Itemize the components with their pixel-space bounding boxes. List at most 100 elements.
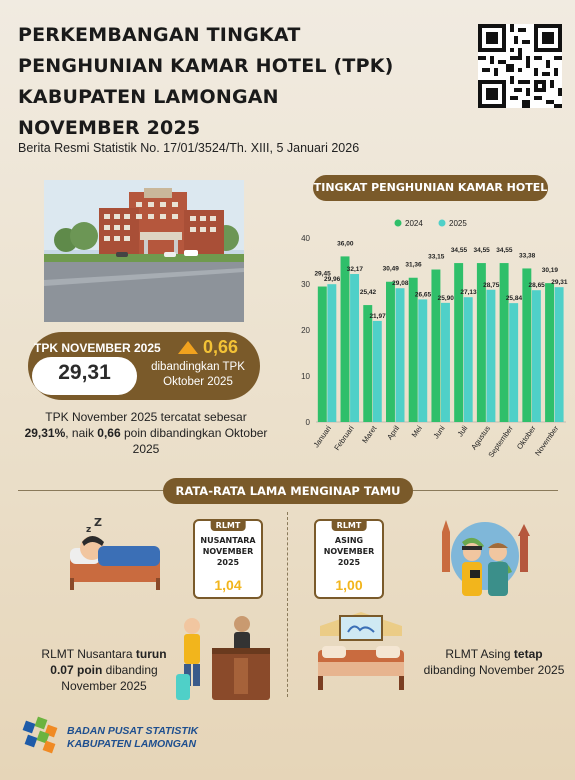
sleeping-guest-illustration: z Z — [70, 518, 160, 590]
rlmt-asing-value: 1,00 — [335, 577, 363, 593]
data-label-2025-Maret: 21,97 — [369, 313, 386, 320]
data-label-2024-Agustus: 34,55 — [474, 247, 491, 254]
bar-2024-Agustus — [476, 263, 486, 422]
legend-label-2024: 2024 — [405, 219, 423, 228]
qr-code[interactable] — [478, 24, 562, 108]
title-line-3: KABUPATEN LAMONGAN — [18, 86, 279, 108]
data-label-2024-Februari: 36,00 — [337, 240, 354, 247]
svg-text:z: z — [86, 525, 91, 535]
data-label-2024-Mei: 31,36 — [405, 262, 422, 269]
data-label-2025-Mei: 26,65 — [415, 291, 432, 298]
x-tick-label-Januari: Januari — [312, 424, 334, 450]
data-label-2025-September: 25,84 — [506, 295, 523, 302]
legend-label-2025: 2025 — [449, 219, 467, 228]
data-label-2025-Februari: 32,17 — [347, 266, 364, 273]
rlmt-asing-card: RLMT ASING NOVEMBER 2025 1,00 — [314, 519, 384, 599]
bps-org-line-2: KABUPATEN LAMONGAN — [67, 738, 197, 750]
legend-marker-2024 — [394, 219, 402, 227]
data-label-2025-Januari: 29,96 — [324, 276, 341, 283]
bar-2024-Februari — [340, 256, 350, 422]
chart-title: TINGKAT PENGHUNIAN KAMAR HOTEL — [313, 175, 548, 201]
vertical-divider — [287, 512, 288, 697]
data-label-2024-April: 30,49 — [383, 266, 400, 273]
rlmt-nus-desc-change: 0.07 poin — [50, 663, 103, 677]
bar-2025-Juli — [463, 297, 473, 422]
tpk-value-pill — [32, 357, 137, 395]
data-label-2025-November: 29,31 — [551, 279, 568, 286]
rlmt-nus-desc-3: November 2025 — [61, 679, 147, 693]
data-label-2024-Januari: 29,45 — [314, 271, 331, 278]
publication-subtitle: Berita Resmi Statistik No. 17/01/3524/Th… — [18, 141, 360, 155]
bar-2024-Maret — [363, 305, 373, 422]
data-label-2025-April: 29,08 — [392, 280, 409, 287]
bar-2025-Oktober — [531, 290, 541, 422]
bar-2025-Agustus — [486, 289, 496, 422]
rlmt-banner: RATA-RATA LAMA MENGINAP TAMU — [163, 478, 413, 504]
rlmt-nusantara-card: RLMT NUSANTARA NOVEMBER 2025 1,04 — [193, 519, 263, 599]
bar-2025-Maret — [372, 320, 382, 422]
bps-org-line-1: BADAN PUSAT STATISTIK — [67, 725, 199, 737]
rlmt-asing-label-2: NOVEMBER — [323, 547, 375, 556]
rlmt-nus-desc-1: RLMT Nusantara — [41, 647, 136, 661]
data-label-2024-September: 34,55 — [496, 247, 513, 254]
bar-2024-Oktober — [522, 268, 532, 422]
bar-2025-Juni — [441, 302, 450, 422]
rlmt-asing-desc-2: dibanding November 2025 — [423, 663, 565, 677]
x-tick-label-Mei: Mei — [410, 424, 424, 439]
data-label-2024-Juli: 34,55 — [451, 247, 468, 254]
y-tick-label: 10 — [301, 372, 310, 381]
rlmt-asing-label: ASING NOVEMBER 2025 — [316, 535, 382, 568]
x-tick-label-Juni: Juni — [431, 424, 446, 441]
rlmt-asing-label-1: ASING — [334, 536, 364, 545]
foreign-tourists-illustration — [442, 520, 530, 596]
rlmt-asing-description: RLMT Asing tetap dibanding November 2025 — [416, 646, 572, 678]
data-label-2025-Juli: 27,13 — [460, 289, 477, 296]
rlmt-nus-desc-2: dibanding — [102, 663, 158, 677]
bar-2025-September — [509, 303, 519, 422]
title-line-2: PENGHUNIAN KAMAR HOTEL (TPK) — [18, 55, 394, 77]
rlmt-nusantara-description: RLMT Nusantara turun 0.07 poin dibanding… — [24, 646, 184, 694]
rlmt-nusantara-label-1: NUSANTARA — [200, 536, 256, 545]
tpk-value: 29,31 — [58, 361, 111, 384]
bar-2024-April — [386, 281, 395, 422]
tpk-desc-text-1: TPK November 2025 tercatat sebesar — [45, 410, 247, 424]
page-title: PERKEMBANGAN TINGKAT PENGHUNIAN KAMAR HO… — [18, 20, 418, 144]
data-label-2025-Oktober: 28,65 — [529, 282, 546, 289]
bar-2024-Januari — [317, 286, 327, 422]
data-label-2025-Agustus: 28,75 — [483, 282, 500, 289]
rlmt-nusantara-label-3: 2025 — [216, 558, 240, 567]
x-tick-label-Juli: Juli — [456, 424, 470, 439]
bps-logo-icon — [22, 716, 58, 754]
bar-2025-Mei — [418, 299, 428, 422]
x-tick-label-Agustus: Agustus — [469, 424, 492, 452]
rlmt-asing-desc-trend: tetap — [513, 647, 543, 661]
tpk-desc-change: 0,66 — [97, 426, 121, 440]
bar-2024-Juni — [431, 269, 441, 422]
x-tick-label-April: April — [385, 424, 401, 442]
bar-2025-April — [395, 288, 405, 422]
title-line-4: NOVEMBER 2025 — [18, 117, 201, 139]
tpk-desc-text-3: poin dibandingkan Oktober 2025 — [120, 426, 268, 456]
bar-2025-November — [554, 287, 564, 422]
rlmt-asing-label-3: 2025 — [337, 558, 361, 567]
hotel-reception-illustration — [176, 616, 270, 700]
tpk-label: TPK NOVEMBER 2025 — [34, 341, 161, 355]
data-label-2024-Juni: 33,15 — [428, 254, 445, 261]
title-line-1: PERKEMBANGAN TINGKAT — [18, 24, 301, 46]
bps-org-name: BADAN PUSAT STATISTIK KABUPATEN LAMONGAN — [67, 725, 198, 751]
tpk-desc-text-2: , naik — [65, 426, 98, 440]
bar-2024-November — [545, 283, 555, 422]
data-label-2025-Juni: 25,90 — [438, 295, 455, 302]
up-arrow-icon — [178, 341, 198, 354]
tpk-desc-value: 29,31% — [24, 426, 66, 440]
rlmt-nusantara-tag: RLMT — [210, 520, 246, 531]
rlmt-nusantara-value: 1,04 — [214, 577, 242, 593]
legend-marker-2025 — [438, 219, 446, 227]
rlmt-asing-tag: RLMT — [331, 520, 367, 531]
hotel-room-illustration — [318, 612, 404, 690]
bar-2025-Januari — [327, 284, 337, 422]
tpk-change: 0,66 — [203, 337, 239, 357]
x-tick-label-November: November — [533, 424, 561, 458]
bar-2024-Juli — [454, 263, 464, 422]
y-tick-label: 0 — [306, 418, 311, 427]
